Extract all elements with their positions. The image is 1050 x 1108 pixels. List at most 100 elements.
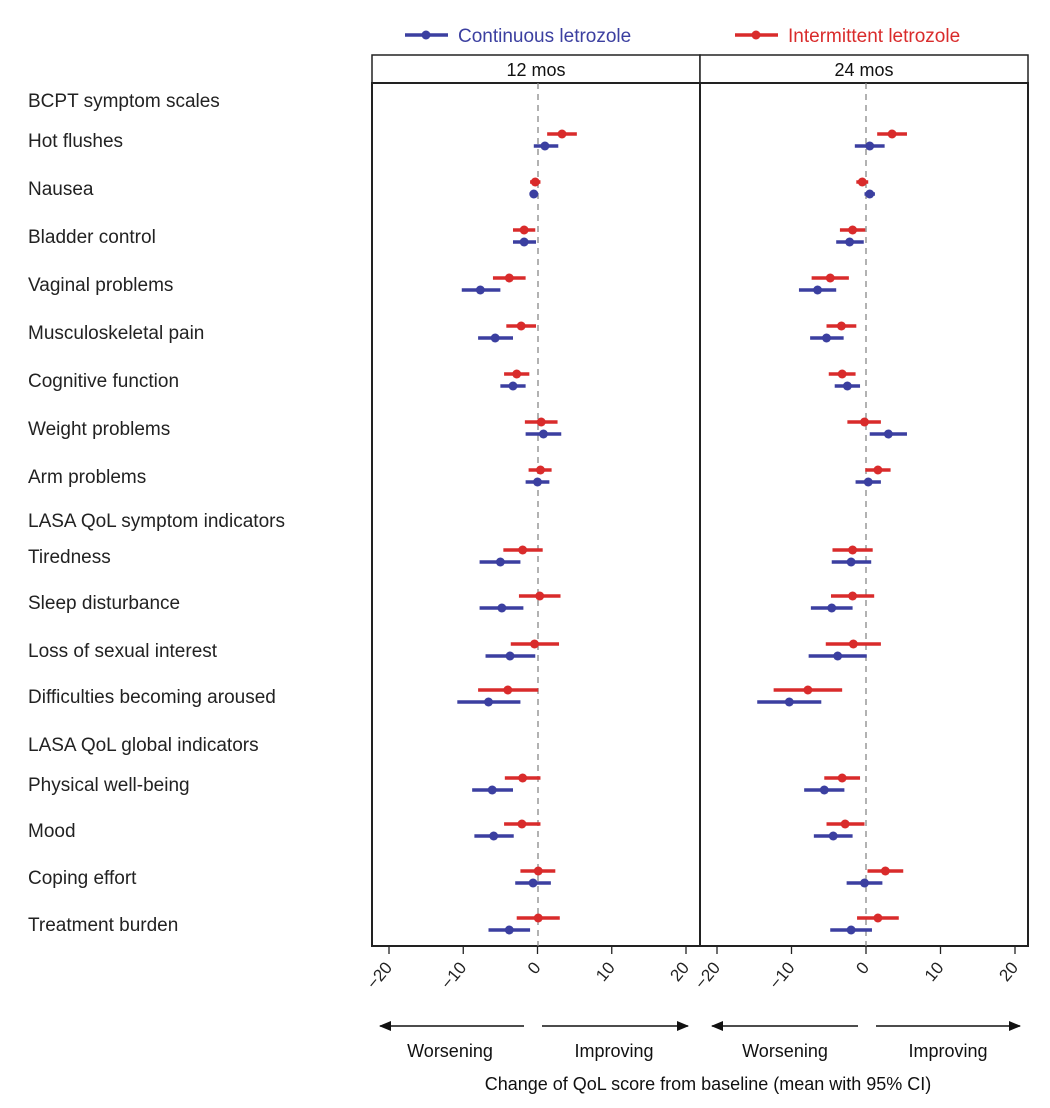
intermittent-point-difficulties-becoming-aroused-24mos <box>803 685 813 695</box>
continuous-point-difficulties-becoming-aroused-24mos <box>784 697 794 707</box>
row-label-vaginal-problems: Vaginal problems <box>28 275 173 296</box>
tick-label-12mos: −20 <box>363 958 396 992</box>
row-label-musculoskeletal-pain: Musculoskeletal pain <box>28 323 204 344</box>
legend-item-intermittent: Intermittent letrozole <box>735 26 960 47</box>
continuous-estimate-vaginal-problems-24mos <box>798 285 837 295</box>
continuous-point-arm-problems-24mos <box>863 477 873 487</box>
continuous-point-weight-problems-12mos <box>538 429 548 439</box>
continuous-point-loss-of-sexual-interest-12mos <box>505 651 515 661</box>
continuous-point-cognitive-function-12mos <box>508 381 518 391</box>
legend-label-continuous: Continuous letrozole <box>458 26 631 47</box>
direction-24mos: Worsening Improving <box>711 1021 1021 1061</box>
continuous-point-sleep-disturbance-24mos <box>827 603 837 613</box>
row-label-cognitive-function: Cognitive function <box>28 371 179 392</box>
intermittent-point-musculoskeletal-pain-24mos <box>836 321 846 331</box>
intermittent-point-bladder-control-24mos <box>848 225 858 235</box>
continuous-estimate-hot-flushes-12mos <box>533 141 559 151</box>
continuous-point-mood-12mos <box>489 831 499 841</box>
continuous-point-nausea-12mos <box>529 189 539 199</box>
intermittent-point-hot-flushes-12mos <box>557 129 567 139</box>
row-label-physical-well-being: Physical well-being <box>28 775 190 796</box>
intermittent-estimate-hot-flushes-12mos <box>547 129 577 139</box>
section-header-bcpt-symptom-scales: BCPT symptom scales <box>28 91 220 112</box>
continuous-estimate-bladder-control-12mos <box>512 237 537 247</box>
tick-label-24mos: −20 <box>691 958 724 992</box>
tick-label-12mos: −10 <box>437 958 470 992</box>
panel-header-12mos: 12 mos <box>371 54 701 84</box>
continuous-estimate-nausea-12mos <box>529 189 539 199</box>
tick-label-12mos: 0 <box>524 958 545 977</box>
intermittent-point-loss-of-sexual-interest-12mos <box>530 639 540 649</box>
continuous-estimate-cognitive-function-24mos <box>834 381 861 391</box>
row-label-coping-effort: Coping effort <box>28 868 137 889</box>
continuous-estimate-arm-problems-12mos <box>525 477 550 487</box>
intermittent-estimate-nausea-12mos <box>530 177 541 187</box>
intermittent-estimate-sleep-disturbance-12mos <box>518 591 561 601</box>
legend-item-continuous: Continuous letrozole <box>405 26 631 47</box>
continuous-point-hot-flushes-24mos <box>865 141 875 151</box>
intermittent-point-treatment-burden-12mos <box>533 913 543 923</box>
intermittent-estimate-tiredness-12mos <box>503 545 543 555</box>
intermittent-point-mood-12mos <box>517 819 527 829</box>
intermittent-estimate-difficulties-becoming-aroused-24mos <box>773 685 843 695</box>
tick-label-12mos: 10 <box>592 958 619 985</box>
continuous-estimate-musculoskeletal-pain-24mos <box>810 333 844 343</box>
continuous-point-cognitive-function-24mos <box>842 381 852 391</box>
intermittent-estimate-physical-well-being-24mos <box>824 773 861 783</box>
intermittent-estimate-sleep-disturbance-24mos <box>830 591 875 601</box>
intermittent-point-loss-of-sexual-interest-24mos <box>848 639 858 649</box>
intermittent-estimate-cognitive-function-24mos <box>828 369 856 379</box>
continuous-estimate-loss-of-sexual-interest-12mos <box>485 651 536 661</box>
continuous-estimate-vaginal-problems-12mos <box>461 285 501 295</box>
continuous-point-sleep-disturbance-12mos <box>497 603 507 613</box>
worsening-label-24mos: Worsening <box>742 1041 828 1061</box>
panel-frame-24mos <box>699 82 1029 947</box>
continuous-point-vaginal-problems-12mos <box>475 285 485 295</box>
intermittent-estimate-coping-effort-12mos <box>520 866 556 876</box>
tick-label-12mos: 20 <box>666 958 693 985</box>
row-labels: BCPT symptom scales Hot flushes Nausea Blad… <box>28 91 285 936</box>
continuous-estimate-mood-24mos <box>813 831 853 841</box>
legend: Continuous letrozole Intermittent letroz… <box>405 26 960 47</box>
intermittent-point-cognitive-function-12mos <box>512 369 522 379</box>
intermittent-estimate-musculoskeletal-pain-12mos <box>506 321 537 331</box>
intermittent-estimate-arm-problems-12mos <box>528 465 552 475</box>
panel-frame-12mos <box>371 82 701 947</box>
tick-label-24mos: 20 <box>995 958 1022 985</box>
intermittent-estimate-tiredness-24mos <box>832 545 873 555</box>
continuous-point-loss-of-sexual-interest-24mos <box>833 651 843 661</box>
row-label-hot-flushes: Hot flushes <box>28 131 123 152</box>
continuous-estimate-tiredness-24mos <box>831 557 872 567</box>
continuous-estimate-loss-of-sexual-interest-24mos <box>808 651 867 661</box>
marks-24mos <box>757 129 907 935</box>
intermittent-point-bladder-control-12mos <box>519 225 529 235</box>
continuous-point-bladder-control-12mos <box>519 237 529 247</box>
intermittent-point-mood-24mos <box>840 819 850 829</box>
continuous-estimate-weight-problems-24mos <box>869 429 907 439</box>
row-label-sleep-disturbance: Sleep disturbance <box>28 593 180 614</box>
continuous-point-hot-flushes-12mos <box>540 141 550 151</box>
continuous-point-musculoskeletal-pain-24mos <box>822 333 832 343</box>
intermittent-point-physical-well-being-12mos <box>518 773 528 783</box>
intermittent-estimate-cognitive-function-12mos <box>504 369 530 379</box>
x-axis-24mos: −20 −10 0 10 20 <box>691 946 1022 993</box>
row-label-nausea: Nausea <box>28 179 94 200</box>
continuous-estimate-weight-problems-12mos <box>525 429 562 439</box>
continuous-estimate-treatment-burden-12mos <box>488 925 531 935</box>
continuous-point-difficulties-becoming-aroused-12mos <box>483 697 493 707</box>
continuous-estimate-mood-12mos <box>474 831 514 841</box>
intermittent-estimate-bladder-control-24mos <box>839 225 866 235</box>
intermittent-estimate-vaginal-problems-24mos <box>811 273 849 283</box>
intermittent-estimate-nausea-24mos <box>856 177 869 187</box>
intermittent-estimate-physical-well-being-12mos <box>504 773 541 783</box>
improving-label-24mos: Improving <box>908 1041 987 1061</box>
intermittent-point-treatment-burden-24mos <box>873 913 883 923</box>
intermittent-estimate-mood-24mos <box>826 819 865 829</box>
intermittent-point-sleep-disturbance-24mos <box>848 591 858 601</box>
intermittent-estimate-bladder-control-12mos <box>512 225 536 235</box>
intermittent-point-hot-flushes-24mos <box>887 129 897 139</box>
continuous-point-arm-problems-12mos <box>533 477 542 487</box>
row-label-loss-of-sexual-interest: Loss of sexual interest <box>28 641 218 662</box>
continuous-estimate-coping-effort-24mos <box>846 878 883 888</box>
tick-label-24mos: 0 <box>852 958 873 977</box>
